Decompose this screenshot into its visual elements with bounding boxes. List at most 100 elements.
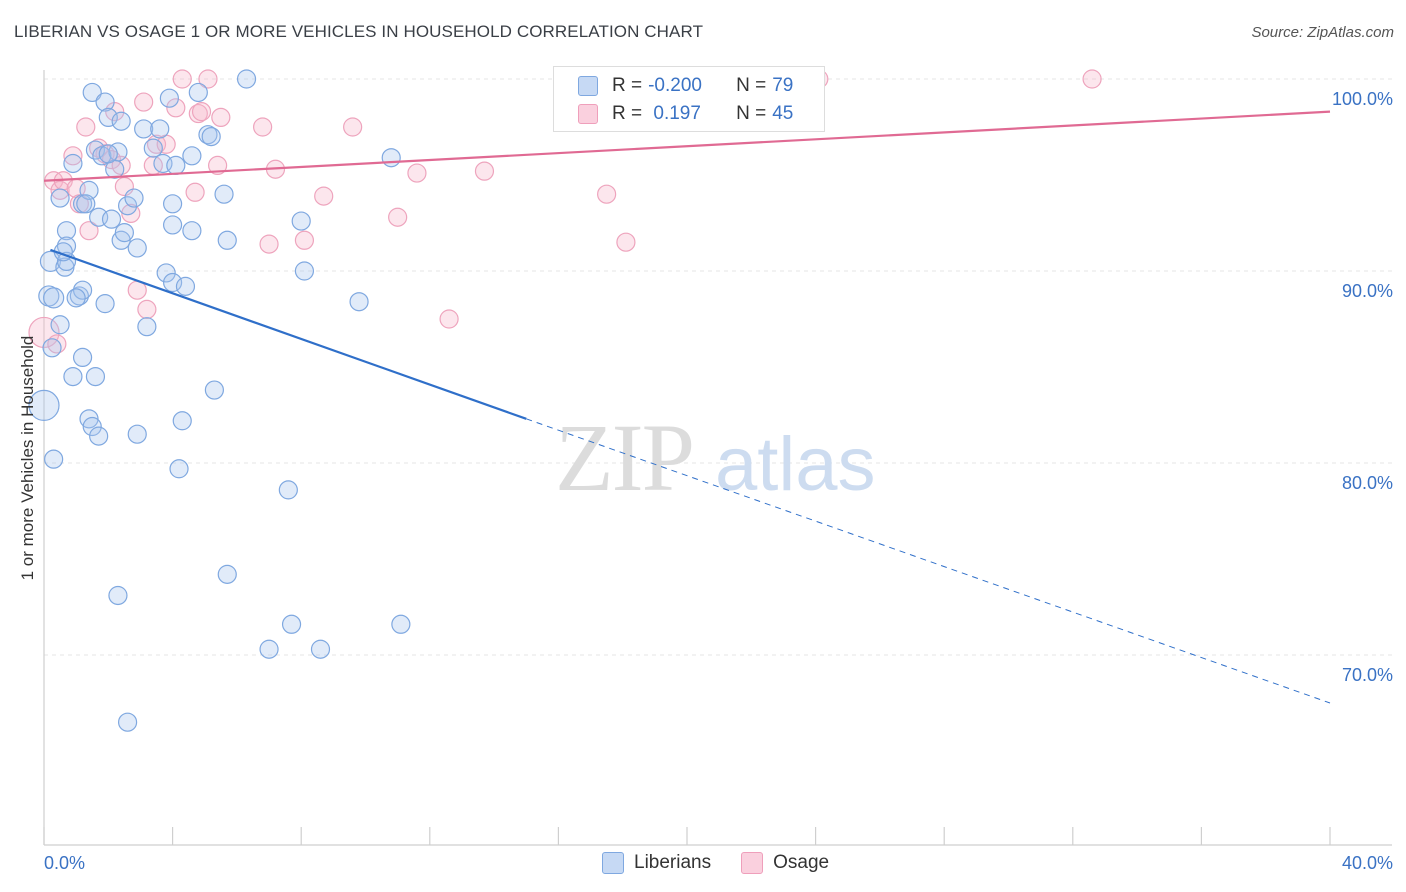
osage-point bbox=[259, 234, 279, 254]
osage-point bbox=[253, 117, 273, 137]
series-legend: Liberians Osage bbox=[602, 852, 859, 874]
liberian-point bbox=[291, 211, 311, 231]
osage-point bbox=[388, 207, 408, 227]
liberian-point bbox=[44, 449, 64, 469]
osage-point bbox=[616, 232, 636, 252]
liberian-point bbox=[134, 119, 154, 139]
liberian-point bbox=[63, 367, 83, 387]
liberian-point bbox=[278, 480, 298, 500]
liberian-points bbox=[28, 69, 411, 732]
liberian-point bbox=[169, 459, 189, 479]
osage-point bbox=[208, 155, 228, 175]
x-tick-label: 40.0% bbox=[1342, 853, 1393, 873]
osage-swatch bbox=[741, 852, 764, 874]
osage-point bbox=[191, 102, 212, 122]
liberian-point bbox=[50, 315, 70, 335]
osage-point bbox=[407, 163, 427, 183]
source-label: Source: ZipAtlas.com bbox=[1251, 24, 1394, 41]
legend-label-liberians: Liberians bbox=[634, 852, 712, 873]
liberians-swatch bbox=[578, 76, 598, 96]
legend-label-osage: Osage bbox=[773, 852, 830, 873]
liberian-point bbox=[236, 69, 257, 89]
liberian-point bbox=[42, 338, 62, 358]
liberian-point bbox=[124, 188, 144, 208]
liberian-point bbox=[163, 194, 183, 214]
osage-point bbox=[76, 117, 96, 137]
liberian-point bbox=[294, 261, 315, 281]
osage-point bbox=[172, 69, 192, 89]
liberian-point bbox=[137, 317, 157, 337]
liberian-point bbox=[381, 148, 401, 168]
liberian-point bbox=[188, 82, 208, 103]
liberian-point bbox=[98, 144, 118, 164]
y-axis-label: 1 or more Vehicles in Household bbox=[18, 335, 37, 581]
osage-point bbox=[198, 69, 218, 89]
r-value: -0.200 bbox=[648, 75, 702, 96]
osage-point bbox=[314, 186, 334, 206]
y-tick-label: 100.0% bbox=[1332, 89, 1393, 109]
watermark: ZIP atlas bbox=[555, 404, 876, 511]
chart-title: LIBERIAN VS OSAGE 1 OR MORE VEHICLES IN … bbox=[14, 22, 704, 41]
osage-point bbox=[166, 98, 186, 118]
liberians-swatch bbox=[602, 852, 624, 874]
liberian-point bbox=[101, 209, 122, 229]
liberian-point bbox=[182, 146, 202, 166]
watermark-zip: ZIP bbox=[555, 404, 693, 511]
liberian-point bbox=[201, 127, 221, 147]
liberian-point bbox=[204, 380, 224, 400]
liberian-point bbox=[163, 272, 183, 293]
liberian-point bbox=[150, 119, 170, 139]
n-label: N = bbox=[736, 103, 767, 124]
liberian-point bbox=[281, 614, 302, 634]
liberian-point bbox=[43, 287, 65, 309]
liberian-point bbox=[349, 292, 369, 312]
osage-point bbox=[597, 184, 617, 204]
osage-point bbox=[1082, 69, 1102, 89]
r-label: R = bbox=[612, 75, 643, 96]
liberian-point bbox=[159, 88, 179, 108]
y-tick-label: 80.0% bbox=[1342, 473, 1393, 493]
osage-trend-line bbox=[43, 110, 1331, 182]
r-label: R = bbox=[612, 103, 643, 124]
x-tick-label: 0.0% bbox=[44, 853, 85, 873]
osage-point bbox=[211, 107, 231, 128]
liberian-point bbox=[127, 424, 147, 444]
osage-point bbox=[474, 161, 495, 181]
liberian-point bbox=[82, 416, 102, 437]
osage-swatch bbox=[578, 104, 598, 124]
correlation-legend: R = -0.200 N = 79 R = 0.197 N = 45 bbox=[553, 66, 825, 132]
liberian-point bbox=[56, 221, 77, 241]
liberian-point bbox=[172, 411, 192, 431]
liberian-point bbox=[72, 280, 93, 300]
liberian-point bbox=[117, 712, 138, 732]
liberian-point bbox=[391, 614, 411, 634]
liberian-point bbox=[95, 294, 115, 314]
liberian-point bbox=[163, 215, 183, 235]
trend-lines bbox=[43, 110, 1331, 704]
y-tick-label: 70.0% bbox=[1342, 665, 1393, 685]
n-label: N = bbox=[736, 75, 767, 96]
osage-point bbox=[185, 182, 205, 202]
gridlines bbox=[44, 78, 1392, 656]
osage-point bbox=[121, 203, 141, 223]
liberian-point bbox=[198, 125, 218, 145]
liberian-point bbox=[89, 426, 109, 446]
liberian-point bbox=[63, 153, 83, 174]
osage-point bbox=[188, 103, 208, 124]
liberian-point bbox=[175, 276, 196, 296]
tick-labels: 70.0% 80.0% 90.0% 100.0% 0.0% 40.0% bbox=[44, 89, 1393, 873]
n-value: 79 bbox=[772, 75, 794, 96]
liberian-point bbox=[182, 221, 202, 241]
liberian-point bbox=[76, 194, 96, 214]
liberians-trend-extension bbox=[526, 418, 1331, 704]
liberians-trend-line bbox=[50, 248, 527, 420]
liberian-point bbox=[166, 155, 186, 175]
liberian-point bbox=[79, 409, 99, 429]
liberian-point bbox=[114, 223, 134, 243]
liberian-point bbox=[82, 82, 102, 103]
liberian-point bbox=[259, 639, 279, 659]
liberian-point bbox=[28, 389, 60, 421]
r-value: 0.197 bbox=[648, 103, 701, 124]
liberian-point bbox=[72, 347, 93, 367]
